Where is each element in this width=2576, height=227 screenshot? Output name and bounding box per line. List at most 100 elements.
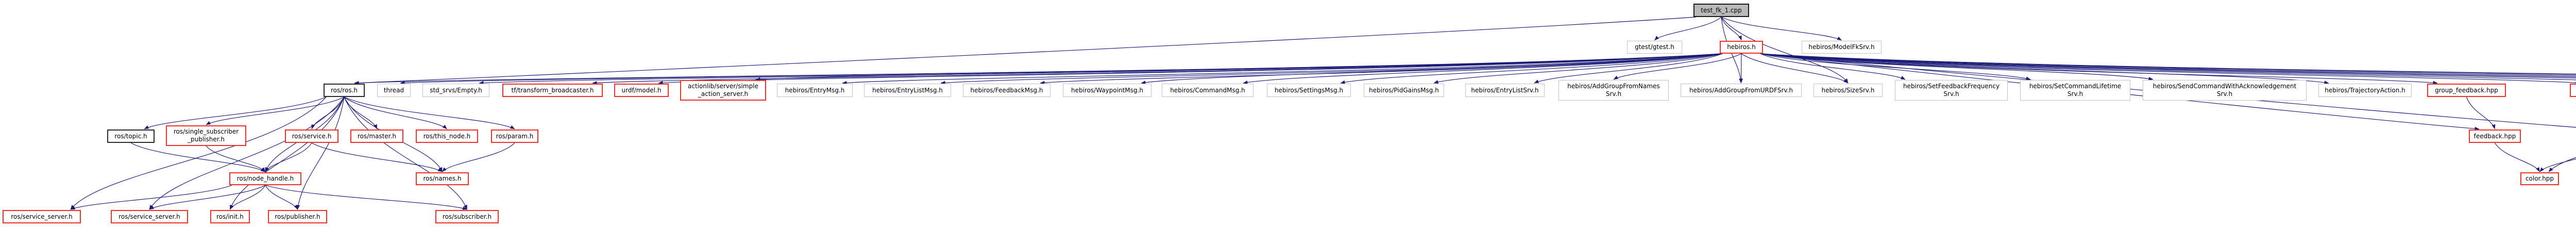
graph-node[interactable]: hebiros/AddGroupFromNames Srv.h [1558, 80, 1669, 101]
graph-node[interactable]: hebiros/ModelFkSrv.h [1802, 41, 1882, 54]
graph-node[interactable]: hebiros/AddGroupFromURDFSrv.h [1681, 84, 1802, 97]
include-edge [1760, 53, 2576, 76]
graph-node[interactable]: hebiros/TrajectoryAction.h [2318, 84, 2412, 97]
include-edge [265, 142, 312, 172]
graph-node[interactable]: urdf/model.h [614, 84, 669, 97]
graph-node[interactable]: group.hpp [2570, 84, 2576, 97]
graph-node[interactable]: ros/subscriber.h [435, 210, 499, 223]
graph-node[interactable]: feedback.hpp [2469, 129, 2521, 143]
include-edge [1721, 17, 1742, 41]
include-edge [229, 96, 345, 210]
graph-node-label: group_feedback.hpp [2435, 86, 2498, 94]
include-edge [344, 96, 447, 129]
include-edge [1760, 53, 2480, 131]
include-edge [400, 53, 1723, 85]
graph-node-label: hebiros.h [1727, 43, 1756, 51]
graph-node[interactable]: ros/single_subscriber _publisher.h [166, 125, 246, 146]
include-edge [1433, 53, 1723, 84]
graph-node-label: ros/subscriber.h [442, 213, 492, 220]
include-edge [1760, 53, 2576, 75]
graph-node[interactable]: ros/master.h [350, 129, 403, 143]
include-edge [130, 142, 266, 172]
graph-node[interactable]: hebiros/EntryListSrv.h [1465, 84, 1545, 97]
graph-node[interactable]: hebiros/CommandMsg.h [1162, 84, 1253, 97]
graph-node[interactable]: ros/publisher.h [268, 210, 327, 223]
graph-node-label: ros/publisher.h [275, 213, 320, 220]
graph-node[interactable]: hebiros/EntryMsg.h [777, 84, 853, 97]
graph-node[interactable]: hebiros/SetCommandLifetime Srv.h [2020, 80, 2130, 101]
graph-node-label: test_fk_1.cpp [1701, 6, 1742, 14]
include-edge [1613, 53, 1742, 80]
include-edge [265, 185, 467, 210]
include-edge [344, 96, 515, 129]
graph-node-label: hebiros/EntryListSrv.h [1471, 86, 1539, 94]
include-edge [1760, 53, 2438, 85]
graph-node[interactable]: hebiros/SettingsMsg.h [1267, 84, 1351, 97]
graph-node[interactable]: ros/this_node.h [416, 129, 478, 143]
include-edge [70, 185, 232, 210]
graph-node-label: gtest/gtest.h [1635, 43, 1674, 51]
graph-node-label: hebiros/EntryListMsg.h [872, 86, 943, 94]
include-edge [265, 185, 298, 210]
graph-node[interactable]: hebiros/SizeSrv.h [1814, 84, 1883, 97]
graph-node[interactable]: ros/topic.h [107, 129, 155, 143]
include-edge [1760, 53, 2576, 85]
graph-node-label: thread [383, 86, 404, 94]
include-edge [1760, 53, 1906, 80]
graph-node[interactable]: ros/service.h [285, 129, 338, 143]
include-edge [1760, 53, 2576, 80]
graph-node-label: ros/service.h [292, 132, 332, 140]
graph-node-label: actionlib/server/simple _action_server.h [688, 83, 758, 98]
graph-node-label: hebiros/SendCommandWithAcknowledgement S… [2153, 83, 2297, 98]
graph-node-label: hebiros/ModelFkSrv.h [1808, 43, 1875, 51]
graph-node-label: ros/names.h [423, 175, 462, 183]
graph-node[interactable]: hebiros/FeedbackMsg.h [963, 84, 1050, 97]
include-edge [2539, 158, 2576, 172]
include-edge [1741, 53, 1849, 84]
graph-node-label: hebiros/CommandMsg.h [1170, 86, 1245, 94]
graph-node-label: hebiros/SettingsMsg.h [1274, 86, 1344, 94]
graph-node[interactable]: test_fk_1.cpp [1693, 4, 1749, 17]
graph-node-label: hebiros/PidGainsMsg.h [1369, 86, 1439, 94]
graph-node[interactable]: std_srvs/Empty.h [422, 84, 489, 97]
graph-node[interactable]: hebiros/SendCommandWithAcknowledgement S… [2143, 80, 2307, 101]
graph-node[interactable]: hebiros/WaypointMsg.h [1063, 84, 1151, 97]
include-edge [1721, 17, 1849, 84]
graph-node[interactable]: thread [377, 84, 411, 97]
include-edge [354, 17, 1697, 85]
graph-node[interactable]: tf/transform_broadcaster.h [502, 84, 603, 97]
graph-node-label: ros/param.h [496, 132, 534, 140]
graph-node[interactable]: color.hpp [2520, 172, 2559, 185]
graph-node-label: ros/init.h [216, 213, 244, 220]
graph-node-label: hebiros/FeedbackMsg.h [970, 86, 1043, 94]
include-edge [1534, 53, 1723, 84]
graph-node[interactable]: ros/node_handle.h [229, 172, 301, 185]
graph-node[interactable]: hebiros/EntryListMsg.h [864, 84, 951, 97]
graph-node[interactable]: hebiros/SetFeedbackFrequency Srv.h [1895, 80, 2008, 101]
graph-node[interactable]: hebiros.h [1720, 41, 1763, 54]
graph-node-label: hebiros/AddGroupFromNames Srv.h [1567, 83, 1660, 98]
include-edge [1760, 53, 2576, 74]
graph-node[interactable]: ros/param.h [491, 129, 538, 143]
graph-node[interactable]: ros/init.h [210, 210, 250, 223]
include-edge [442, 142, 515, 172]
include-edge [1760, 53, 2576, 78]
include-edge [842, 53, 1723, 85]
graph-node[interactable]: group_feedback.hpp [2427, 84, 2506, 97]
include-edge [206, 96, 345, 125]
graph-node[interactable]: ros/service_server.h [111, 210, 188, 223]
include-edge [206, 145, 266, 172]
include-edge [1040, 53, 1723, 85]
include-edge [70, 96, 327, 210]
graph-node-label: hebiros/EntryMsg.h [785, 86, 845, 94]
graph-node[interactable]: actionlib/server/simple _action_server.h [680, 80, 766, 101]
graph-node[interactable]: hebiros/PidGainsMsg.h [1364, 84, 1444, 97]
include-edge [149, 185, 266, 210]
include-edge [311, 142, 443, 172]
graph-node[interactable]: ros/service_server.h [3, 210, 81, 223]
graph-node[interactable]: gtest/gtest.h [1627, 41, 1682, 54]
include-edge [479, 53, 1723, 85]
graph-node[interactable]: ros/names.h [416, 172, 469, 185]
graph-node[interactable]: ros/ros.h [324, 84, 365, 97]
